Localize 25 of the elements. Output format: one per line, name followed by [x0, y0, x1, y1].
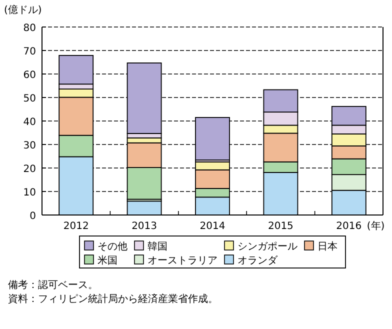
y-tick-label: 50 — [23, 94, 36, 104]
legend-label: シンガポール — [238, 242, 298, 252]
y-tick-label: 40 — [23, 117, 36, 128]
x-tick-label: 2016 — [336, 221, 362, 232]
y-tick-label: 60 — [23, 70, 36, 81]
x-tick-label: 2015 — [268, 221, 294, 232]
legend-label: 日本 — [318, 240, 338, 252]
y-axis-title: (億ドル) — [4, 4, 42, 16]
y-tick-label: 20 — [23, 164, 36, 175]
y-tick-label: 0 — [30, 211, 36, 222]
text: 資料：フィリピン統計局から経済産業省作成。 — [8, 293, 218, 305]
legend-label: 米国 — [98, 254, 118, 266]
x-tick-label: 2014 — [200, 221, 226, 232]
x-tick-label: 2012 — [63, 221, 89, 232]
y-tick-label: 70 — [23, 46, 36, 58]
y-tick-label: 80 — [23, 23, 36, 34]
text: 備考：認可ベース。 — [8, 279, 98, 291]
legend-label: オーストラリア — [148, 256, 218, 266]
y-tick-label: 10 — [23, 188, 36, 198]
y-tick-label: 30 — [23, 140, 36, 152]
x-tick-label: 2013 — [132, 221, 158, 232]
legend-label: オランダ — [238, 254, 278, 266]
legend-label: その他 — [98, 240, 128, 252]
x-axis-title: (年) — [366, 220, 385, 232]
legend-label: 韓国 — [148, 240, 168, 252]
